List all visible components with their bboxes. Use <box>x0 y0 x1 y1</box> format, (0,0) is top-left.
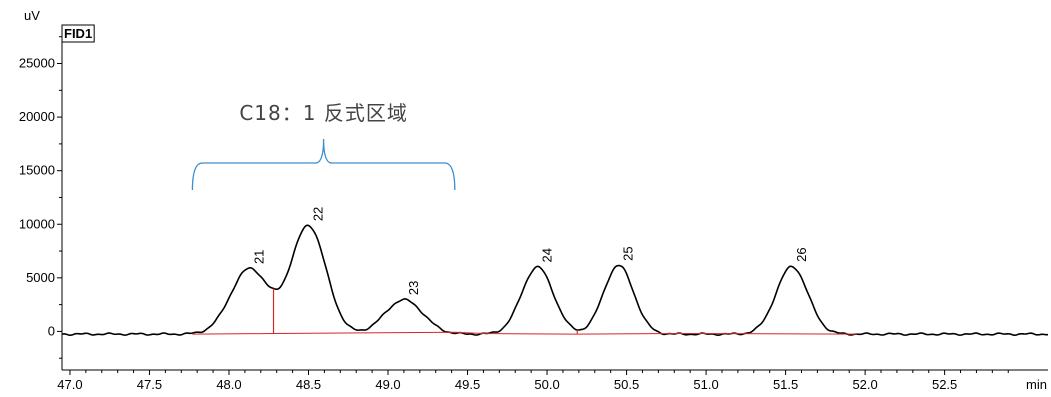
peak-label-26: 26 <box>794 247 809 261</box>
x-tick-label: 52.5 <box>932 377 957 392</box>
x-tick-label: 47.5 <box>137 377 162 392</box>
x-tick-label: 50.5 <box>614 377 639 392</box>
peak-label-25: 25 <box>621 246 636 260</box>
x-tick-label: 48.5 <box>296 377 321 392</box>
axes: 0 5000 10000 15000 20000 25000 47.0 47.5 48.0 48.… <box>19 8 1048 392</box>
x-tick-label: 49.0 <box>375 377 400 392</box>
peak-label-24: 24 <box>540 248 555 262</box>
y-tick-label: 20000 <box>19 109 55 124</box>
y-tick-label: 0 <box>48 323 55 338</box>
peak-label-22: 22 <box>311 207 326 221</box>
label-layer: 21 22 23 24 25 26 <box>252 207 809 295</box>
x-tick-label: 50.0 <box>534 377 559 392</box>
peak-label-21: 21 <box>252 250 267 264</box>
detector-label-box <box>61 24 95 43</box>
integration-baseline <box>192 331 858 335</box>
y-tick-label: 10000 <box>19 216 55 231</box>
detector-label: FID1 <box>64 26 92 41</box>
y-unit-label: uV <box>24 8 40 23</box>
x-unit-label: min <box>1026 377 1047 392</box>
x-tick-label: 51.0 <box>693 377 718 392</box>
region-annotation: C18：1 反式区域 <box>239 101 408 125</box>
region-bracket <box>191 138 456 191</box>
y-tick-label: 5000 <box>26 270 55 285</box>
x-tick-label: 49.5 <box>455 377 480 392</box>
x-tick-label: 51.5 <box>773 377 798 392</box>
y-tick-label: 15000 <box>19 163 55 178</box>
x-tick-label: 48.0 <box>216 377 241 392</box>
y-tick-label: 25000 <box>19 56 55 71</box>
x-tick-label: 52.0 <box>852 377 877 392</box>
x-tick-label: 47.0 <box>57 377 82 392</box>
signal-trace <box>61 224 1049 336</box>
annotation-layer: C18：1 反式区域 <box>191 101 456 191</box>
trace-layer <box>61 224 1049 336</box>
peak-label-23: 23 <box>406 281 421 295</box>
